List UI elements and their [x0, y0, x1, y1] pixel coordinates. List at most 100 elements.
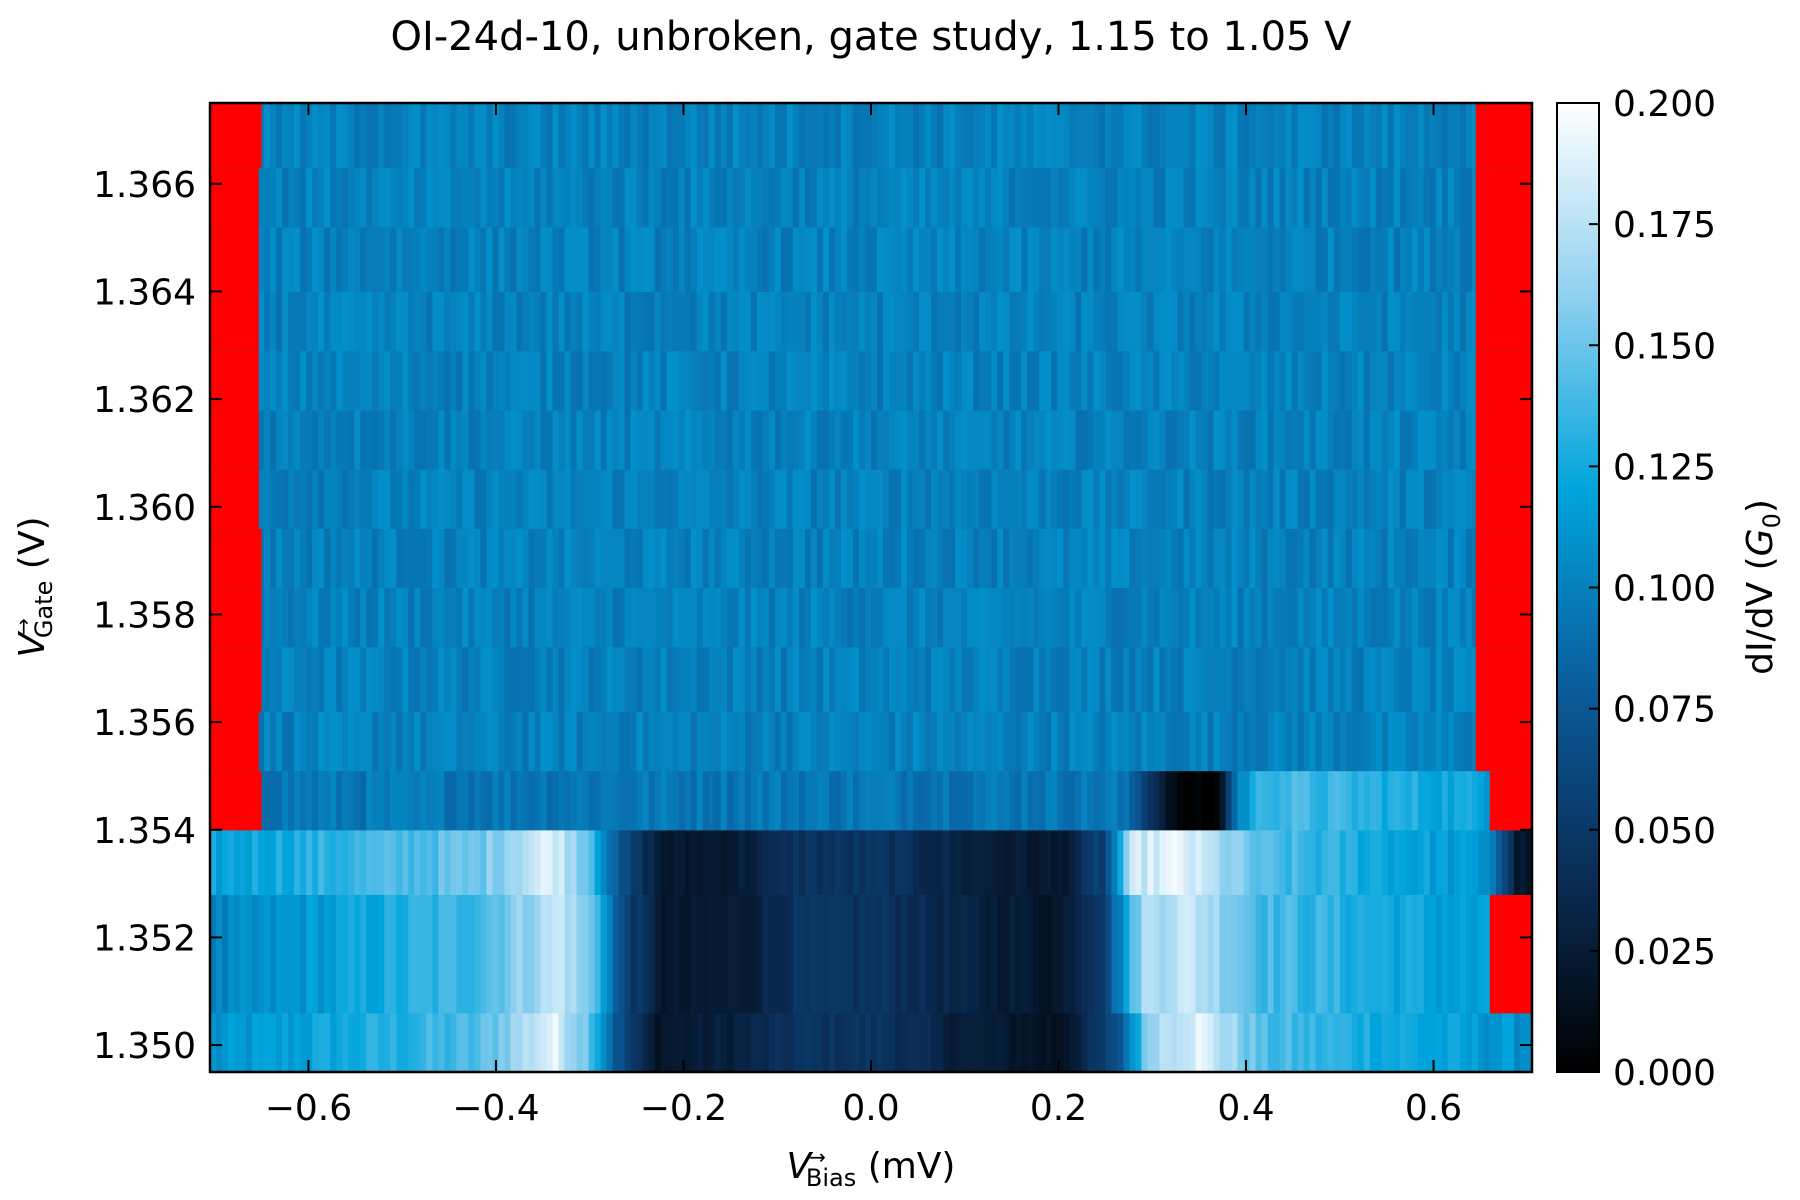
heatmap-cell: [1189, 528, 1197, 589]
heatmap-cell: [762, 226, 770, 293]
heatmap-cell: [973, 829, 980, 895]
heatmap-cell: [804, 103, 812, 169]
heatmap-cell: [468, 350, 475, 411]
heatmap-cell: [991, 829, 998, 895]
heatmap-cell: [1375, 587, 1383, 648]
heatmap-cell: [840, 711, 848, 772]
heatmap-cell: [846, 409, 854, 470]
heatmap-cell: [1027, 528, 1034, 589]
heatmap-cell: [1279, 1012, 1287, 1072]
heatmap-cell: [558, 646, 566, 712]
heatmap-cell: [702, 226, 710, 293]
heatmap-cell: [618, 350, 626, 411]
heatmap-cell: [474, 409, 482, 470]
heatmap-cell: [967, 711, 974, 772]
heatmap-cell: [1429, 469, 1437, 529]
heatmap-cell: [738, 103, 746, 169]
heatmap-cell: [372, 291, 379, 352]
heatmap-cell: [642, 829, 650, 895]
heatmap-cell: [678, 291, 686, 352]
heatmap-cell: [318, 1012, 325, 1072]
heatmap-cell: [1327, 226, 1335, 293]
heatmap-cell: [1201, 894, 1209, 1014]
heatmap-cell: [1381, 291, 1389, 352]
heatmap-cell: [648, 103, 656, 169]
heatmap-cell: [618, 226, 626, 293]
heatmap-cell: [522, 770, 530, 831]
heatmap-cell: [360, 829, 367, 895]
heatmap-cell: [1351, 770, 1359, 831]
heatmap-cell: [877, 894, 884, 1014]
heatmap-cell: [390, 226, 397, 293]
heatmap-cell: [1417, 1012, 1425, 1072]
heatmap-cell: [1153, 350, 1161, 411]
heatmap-cell: [1411, 711, 1419, 772]
heatmap-cell: [1357, 1012, 1365, 1072]
heatmap-cell: [612, 528, 620, 589]
heatmap-cell: [937, 770, 944, 831]
heatmap-cell: [456, 528, 463, 589]
heatmap-cell: [1453, 103, 1461, 169]
heatmap-cell: [384, 103, 391, 169]
heatmap-cell: [546, 291, 554, 352]
heatmap-cell: [654, 711, 662, 772]
heatmap-cell: [1339, 894, 1347, 1014]
heatmap-cell: [1465, 587, 1473, 648]
heatmap-cell: [318, 350, 325, 411]
heatmap-cell: [919, 587, 926, 648]
heatmap-cell: [528, 770, 536, 831]
heatmap-cell: [1147, 770, 1155, 831]
heatmap-cell: [1051, 103, 1058, 169]
heatmap-cell: [1129, 167, 1136, 228]
heatmap-cell: [306, 409, 313, 470]
out-of-range-cell: [210, 711, 259, 772]
heatmap-cell: [630, 587, 638, 648]
heatmap-cell: [666, 409, 674, 470]
heatmap-cell: [949, 291, 956, 352]
heatmap-cell: [973, 103, 980, 169]
heatmap-cell: [1135, 291, 1143, 352]
heatmap-cell: [1429, 226, 1437, 293]
heatmap-cell: [1183, 711, 1191, 772]
heatmap-cell: [1321, 770, 1329, 831]
heatmap-cell: [402, 587, 409, 648]
heatmap-cell: [576, 226, 584, 293]
heatmap-cell: [943, 770, 950, 831]
heatmap-cell: [258, 711, 265, 772]
heatmap-cell: [1009, 711, 1016, 772]
heatmap-cell: [366, 711, 373, 772]
heatmap-cell: [420, 646, 427, 712]
heatmap-cell: [1201, 469, 1209, 529]
heatmap-cell: [1177, 894, 1185, 1014]
heatmap-cell: [1057, 646, 1064, 712]
heatmap-cell: [1255, 1012, 1263, 1072]
heatmap-cell: [342, 711, 349, 772]
heatmap-cell: [1375, 646, 1383, 712]
heatmap-cell: [1387, 770, 1395, 831]
heatmap-cell: [672, 711, 680, 772]
heatmap-cell: [1159, 711, 1167, 772]
heatmap-cell: [1267, 1012, 1275, 1072]
heatmap-cell: [294, 528, 301, 589]
heatmap-cell: [588, 350, 596, 411]
heatmap-cell: [516, 711, 524, 772]
heatmap-cell: [1447, 711, 1455, 772]
heatmap-cell: [1339, 291, 1347, 352]
heatmap-cell: [1015, 711, 1022, 772]
heatmap-cell: [943, 409, 950, 470]
heatmap-cell: [1039, 226, 1046, 293]
heatmap-cell: [384, 894, 391, 1014]
heatmap-cell: [606, 894, 614, 1014]
heatmap-cell: [654, 1012, 662, 1072]
heatmap-cell: [1363, 291, 1371, 352]
heatmap-cell: [750, 528, 758, 589]
heatmap-cell: [540, 829, 548, 895]
heatmap-cell: [1357, 226, 1365, 293]
heatmap-cell: [1333, 528, 1341, 589]
heatmap-cell: [690, 711, 698, 772]
heatmap-cell: [895, 770, 902, 831]
heatmap-cell: [925, 770, 932, 831]
heatmap-cell: [1207, 291, 1215, 352]
heatmap-cell: [1063, 167, 1070, 228]
heatmap-cell: [1231, 829, 1239, 895]
